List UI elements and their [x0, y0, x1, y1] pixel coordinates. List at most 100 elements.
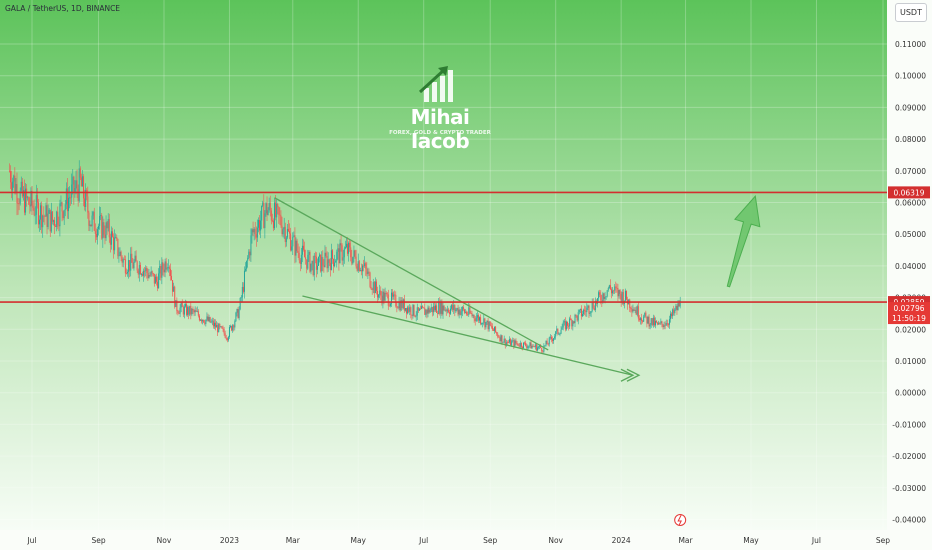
- candle-body: [98, 225, 100, 230]
- candle: [138, 261, 140, 282]
- candle: [245, 262, 247, 273]
- candle-body: [220, 326, 222, 328]
- event-marker-icon[interactable]: [674, 514, 687, 526]
- candle-body: [88, 212, 90, 226]
- candle: [336, 249, 338, 268]
- candle: [494, 326, 496, 334]
- candle-body: [610, 289, 612, 294]
- candle-body: [338, 248, 340, 264]
- candle: [619, 288, 621, 300]
- candle: [119, 247, 121, 257]
- candle: [120, 250, 122, 262]
- candle-body: [393, 294, 395, 297]
- candle-body: [433, 306, 435, 311]
- candle: [210, 318, 212, 324]
- candle-body: [213, 322, 215, 327]
- candle: [462, 304, 464, 312]
- candle: [588, 304, 590, 319]
- candle-body: [529, 342, 531, 346]
- candle: [355, 249, 357, 269]
- candle: [457, 304, 459, 317]
- candle: [145, 265, 147, 277]
- candle-body: [94, 230, 96, 234]
- candle-body: [272, 220, 274, 229]
- y-tick-label: 0.11000: [895, 40, 926, 49]
- candle-body: [254, 228, 256, 235]
- candle-body: [654, 321, 656, 326]
- candle: [566, 321, 568, 329]
- candle-body: [602, 293, 604, 302]
- candle: [612, 286, 614, 297]
- candle: [482, 322, 484, 328]
- candle: [60, 195, 62, 207]
- candle: [668, 315, 670, 329]
- currency-button[interactable]: USDT: [895, 3, 927, 22]
- candle: [321, 251, 323, 277]
- candle-body: [161, 262, 163, 278]
- candle: [44, 214, 46, 225]
- candle-body: [169, 268, 171, 276]
- candle: [599, 289, 601, 298]
- candle: [8, 163, 10, 173]
- candle: [103, 218, 105, 238]
- candle-body: [131, 253, 133, 263]
- candle: [617, 283, 619, 302]
- candle-body: [385, 292, 387, 294]
- candle: [199, 318, 201, 321]
- candle-body: [589, 312, 591, 314]
- candle-body: [243, 270, 245, 292]
- projection-arrow: [726, 195, 761, 288]
- candle: [532, 344, 534, 348]
- candle: [109, 233, 111, 253]
- candle: [364, 256, 366, 268]
- candle-body: [483, 318, 485, 323]
- candle: [318, 256, 320, 267]
- candle: [577, 309, 579, 325]
- candle: [429, 308, 431, 313]
- candle-body: [12, 181, 14, 191]
- candle-body: [594, 300, 596, 310]
- candle-body: [292, 236, 294, 247]
- candle: [555, 330, 557, 340]
- candle-body: [503, 338, 505, 342]
- candle-body: [538, 346, 540, 348]
- candle: [578, 309, 580, 315]
- candle-body: [298, 252, 300, 261]
- candle-body: [666, 323, 668, 325]
- candle-body: [168, 267, 170, 269]
- candle-body: [303, 245, 305, 250]
- candle: [37, 198, 39, 229]
- candle-body: [103, 222, 105, 235]
- candle: [216, 321, 218, 328]
- candle-body: [47, 213, 49, 227]
- candle: [322, 250, 324, 272]
- candle: [61, 201, 63, 222]
- candle: [125, 268, 127, 275]
- candle-body: [267, 210, 269, 216]
- candle: [193, 308, 195, 317]
- candle-body: [384, 292, 386, 301]
- candle: [230, 324, 232, 329]
- candle-body: [154, 276, 156, 284]
- candle-body: [403, 299, 405, 311]
- candle-body: [443, 305, 445, 311]
- candle: [448, 309, 450, 318]
- candle: [377, 286, 379, 304]
- candle: [418, 307, 420, 312]
- candle-body: [615, 286, 617, 288]
- candle: [274, 197, 276, 231]
- candle: [259, 214, 261, 235]
- candle: [458, 306, 460, 319]
- candle: [270, 207, 272, 225]
- candle: [217, 322, 219, 337]
- candle: [400, 296, 402, 312]
- candle-body: [497, 333, 499, 337]
- candle: [654, 317, 656, 329]
- candle: [11, 170, 13, 199]
- candle: [518, 343, 520, 348]
- candle: [659, 321, 661, 325]
- candle: [350, 240, 352, 262]
- candle-body: [468, 307, 470, 315]
- candle-body: [110, 231, 112, 245]
